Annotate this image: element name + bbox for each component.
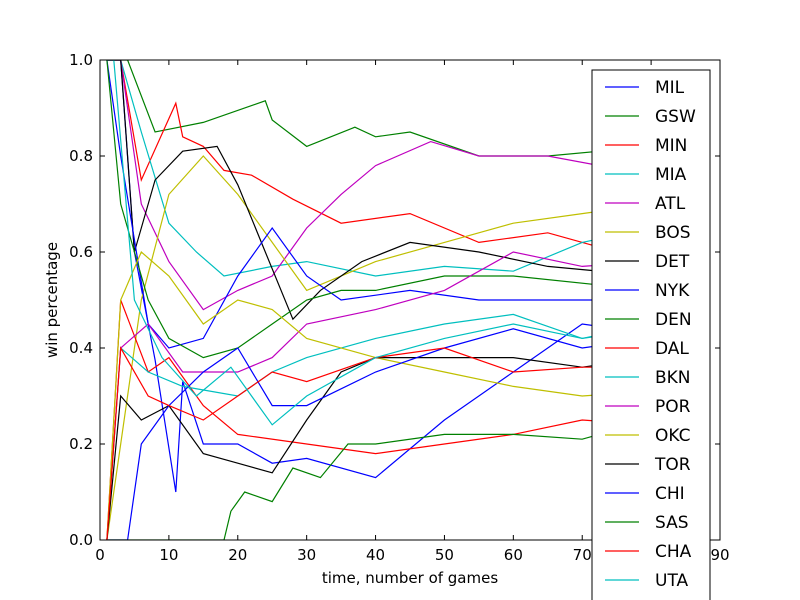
legend-label-mia: MIA	[655, 165, 687, 185]
x-tick-label: 20	[228, 546, 247, 564]
plot-frame	[99, 59, 721, 541]
legend-label-cha: CHA	[655, 542, 692, 562]
legend: MIL GSW MIN MIA ATL BOS DET NYK DEN DAL BKN POR OKC T…	[591, 69, 711, 600]
y-tick-label: 0.4	[69, 339, 93, 357]
legend-label-nyk: NYK	[655, 281, 690, 301]
series-line-uta	[106, 60, 652, 426]
y-tick-label: 0.0	[69, 531, 93, 549]
series-line-chi	[106, 328, 652, 540]
legend-label-chi: CHI	[655, 484, 685, 504]
legend-label-sas: SAS	[655, 513, 689, 533]
legend-label-okc: OKC	[655, 426, 690, 446]
series-line-mil	[106, 60, 652, 493]
legend-label-den: DEN	[655, 310, 692, 330]
x-tick-label: 30	[297, 546, 316, 564]
series-line-nyk	[106, 60, 652, 349]
series-line-cha	[106, 345, 652, 540]
series-line-tor	[106, 357, 652, 540]
legend-label-det: DET	[655, 252, 690, 272]
series-line-por	[106, 251, 652, 540]
x-tick-label: 90	[710, 546, 729, 564]
legend-label-mil: MIL	[655, 78, 685, 98]
series-line-sas	[106, 419, 652, 540]
y-tick-label: 0.2	[69, 435, 93, 453]
series-line-atl	[106, 60, 652, 311]
x-tick-label: 50	[435, 546, 454, 564]
series-line-bkn	[106, 313, 652, 540]
x-tick-label: 40	[366, 546, 385, 564]
x-tick-label: 70	[573, 546, 592, 564]
series-line-gsw	[106, 60, 652, 157]
series-line-mia	[106, 60, 652, 277]
series-line-okc	[106, 251, 652, 540]
legend-label-por: POR	[655, 397, 691, 417]
x-axis-label: time, number of games	[322, 569, 499, 587]
legend-frame	[591, 69, 711, 600]
x-tick-label: 60	[504, 546, 523, 564]
legend-label-atl: ATL	[655, 194, 686, 214]
legend-label-uta: UTA	[655, 571, 689, 591]
legend-label-tor: TOR	[654, 455, 691, 475]
series-line-det	[106, 60, 652, 321]
legend-label-min: MIN	[655, 136, 687, 156]
legend-label-bos: BOS	[655, 223, 691, 243]
series-layer	[106, 60, 652, 540]
y-tick-label: 1.0	[69, 51, 93, 69]
x-tick-label: 10	[159, 546, 178, 564]
x-tick-label: 0	[95, 546, 105, 564]
legend-label-gsw: GSW	[655, 107, 696, 127]
legend-label-bkn: BKN	[655, 368, 691, 388]
series-line-bos	[106, 155, 652, 540]
y-axis-label: win percentage	[43, 242, 61, 358]
y-tick-label: 0.6	[69, 243, 93, 261]
series-line-min	[106, 60, 652, 263]
series-line-den	[106, 60, 652, 359]
y-tick-label: 0.8	[69, 147, 93, 165]
series-line-dal	[106, 299, 652, 540]
legend-label-dal: DAL	[655, 339, 689, 359]
